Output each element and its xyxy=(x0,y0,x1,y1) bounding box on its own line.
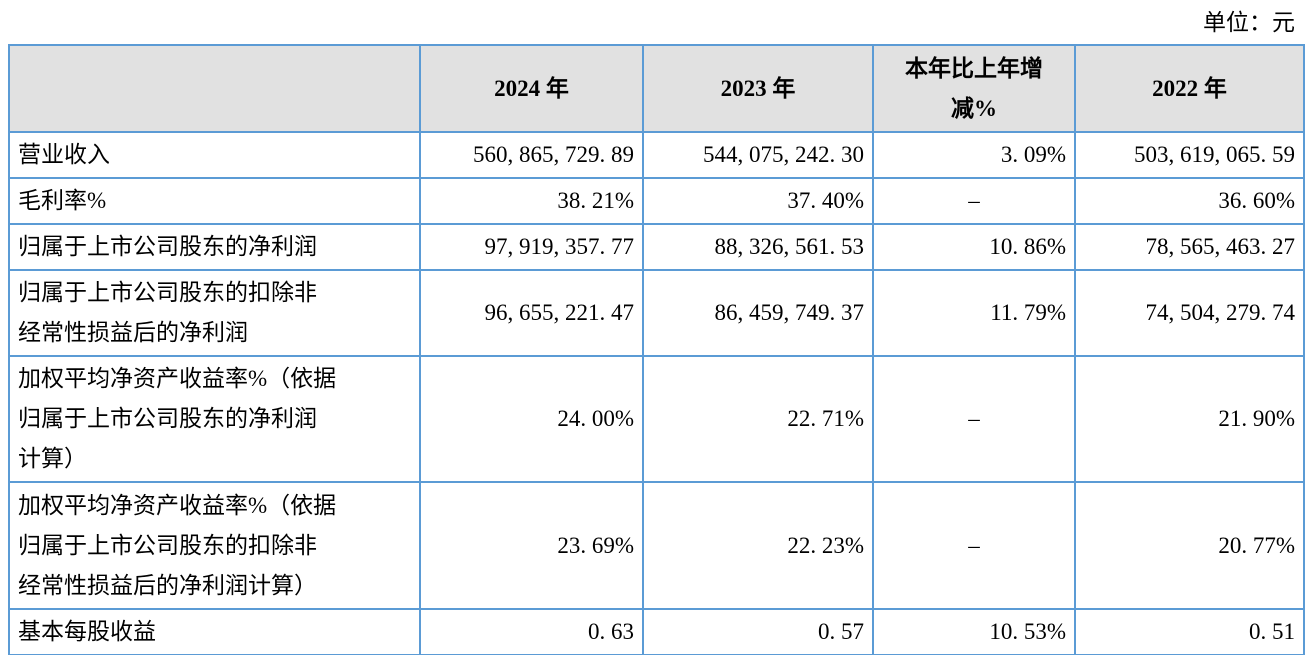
financial-summary-table: 2024 年 2023 年 本年比上年增 减% 2022 年 营业收入 560,… xyxy=(8,44,1305,655)
table-row-weighted-roe: 加权平均净资产收益率%（依据 归属于上市公司股东的净利润 计算） 24. 00%… xyxy=(8,355,1305,483)
value-2022: 78, 565, 463. 27 xyxy=(1074,223,1305,271)
value-2022: 503, 619, 065. 59 xyxy=(1074,131,1305,179)
value-change: 10. 86% xyxy=(872,223,1076,271)
value-2022: 0. 51 xyxy=(1074,608,1305,655)
col-header-change: 本年比上年增 减% xyxy=(872,44,1076,133)
value-2024: 97, 919, 357. 77 xyxy=(419,223,644,271)
table-row-weighted-roe-deducted: 加权平均净资产收益率%（依据 归属于上市公司股东的扣除非 经常性损益后的净利润计… xyxy=(8,481,1305,610)
value-2022: 36. 60% xyxy=(1074,177,1305,225)
value-2022: 21. 90% xyxy=(1074,355,1305,483)
value-2023: 88, 326, 561. 53 xyxy=(642,223,874,271)
table-row-revenue: 营业收入 560, 865, 729. 89 544, 075, 242. 30… xyxy=(8,131,1305,179)
value-change: 3. 09% xyxy=(872,131,1076,179)
corner-cell xyxy=(8,44,421,133)
row-label: 归属于上市公司股东的净利润 xyxy=(8,223,421,271)
row-label: 加权平均净资产收益率%（依据 归属于上市公司股东的净利润 计算） xyxy=(8,355,421,483)
value-change: – xyxy=(872,177,1076,225)
value-2023: 86, 459, 749. 37 xyxy=(642,269,874,357)
value-2023: 22. 71% xyxy=(642,355,874,483)
value-2023: 22. 23% xyxy=(642,481,874,610)
table-row-deducted-net-profit: 归属于上市公司股东的扣除非 经常性损益后的净利润 96, 655, 221. 4… xyxy=(8,269,1305,357)
row-label: 归属于上市公司股东的扣除非 经常性损益后的净利润 xyxy=(8,269,421,357)
col-header-2022: 2022 年 xyxy=(1074,44,1305,133)
value-2023: 544, 075, 242. 30 xyxy=(642,131,874,179)
unit-label: 单位：元 xyxy=(1203,10,1295,35)
value-2023: 0. 57 xyxy=(642,608,874,655)
col-header-2024: 2024 年 xyxy=(419,44,644,133)
value-change: 10. 53% xyxy=(872,608,1076,655)
value-2022: 74, 504, 279. 74 xyxy=(1074,269,1305,357)
value-2024: 560, 865, 729. 89 xyxy=(419,131,644,179)
value-2023: 37. 40% xyxy=(642,177,874,225)
table-row-gross-margin: 毛利率% 38. 21% 37. 40% – 36. 60% xyxy=(8,177,1305,225)
value-change: 11. 79% xyxy=(872,269,1076,357)
row-label: 加权平均净资产收益率%（依据 归属于上市公司股东的扣除非 经常性损益后的净利润计… xyxy=(8,481,421,610)
col-header-2023: 2023 年 xyxy=(642,44,874,133)
value-2024: 38. 21% xyxy=(419,177,644,225)
row-label: 营业收入 xyxy=(8,131,421,179)
value-change: – xyxy=(872,481,1076,610)
value-2022: 20. 77% xyxy=(1074,481,1305,610)
value-2024: 24. 00% xyxy=(419,355,644,483)
value-2024: 96, 655, 221. 47 xyxy=(419,269,644,357)
row-label: 基本每股收益 xyxy=(8,608,421,655)
table-header-row: 2024 年 2023 年 本年比上年增 减% 2022 年 xyxy=(8,44,1305,133)
value-2024: 0. 63 xyxy=(419,608,644,655)
table-row-net-profit: 归属于上市公司股东的净利润 97, 919, 357. 77 88, 326, … xyxy=(8,223,1305,271)
row-label: 毛利率% xyxy=(8,177,421,225)
table-row-basic-eps: 基本每股收益 0. 63 0. 57 10. 53% 0. 51 xyxy=(8,608,1305,655)
value-change: – xyxy=(872,355,1076,483)
value-2024: 23. 69% xyxy=(419,481,644,610)
